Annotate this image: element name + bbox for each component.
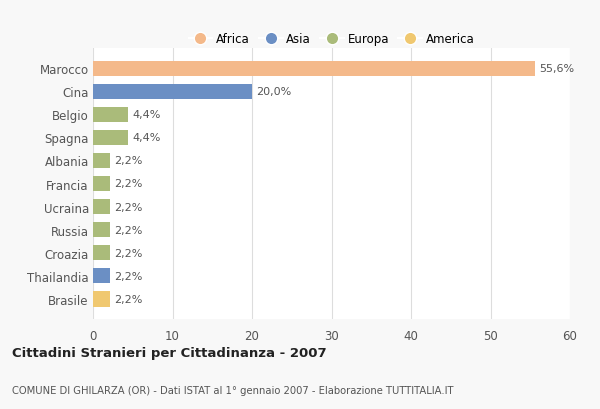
Text: 20,0%: 20,0% — [256, 87, 291, 97]
Text: 55,6%: 55,6% — [539, 64, 574, 74]
Bar — [93, 292, 110, 307]
Bar — [93, 177, 110, 191]
Bar — [93, 200, 110, 215]
Text: 2,2%: 2,2% — [115, 248, 143, 258]
Bar — [93, 130, 128, 146]
Text: 2,2%: 2,2% — [115, 156, 143, 166]
Text: Cittadini Stranieri per Cittadinanza - 2007: Cittadini Stranieri per Cittadinanza - 2… — [12, 346, 326, 359]
Text: 4,4%: 4,4% — [132, 133, 160, 143]
Bar — [93, 61, 535, 76]
Text: 4,4%: 4,4% — [132, 110, 160, 120]
Bar — [93, 269, 110, 284]
Legend: Africa, Asia, Europa, America: Africa, Asia, Europa, America — [184, 28, 479, 50]
Text: 2,2%: 2,2% — [115, 179, 143, 189]
Bar — [93, 153, 110, 169]
Text: 2,2%: 2,2% — [115, 294, 143, 304]
Text: COMUNE DI GHILARZA (OR) - Dati ISTAT al 1° gennaio 2007 - Elaborazione TUTTITALI: COMUNE DI GHILARZA (OR) - Dati ISTAT al … — [12, 384, 454, 395]
Text: 2,2%: 2,2% — [115, 202, 143, 212]
Bar — [93, 246, 110, 261]
Bar — [93, 84, 252, 99]
Bar — [93, 108, 128, 122]
Text: 2,2%: 2,2% — [115, 271, 143, 281]
Bar — [93, 222, 110, 238]
Text: 2,2%: 2,2% — [115, 225, 143, 235]
